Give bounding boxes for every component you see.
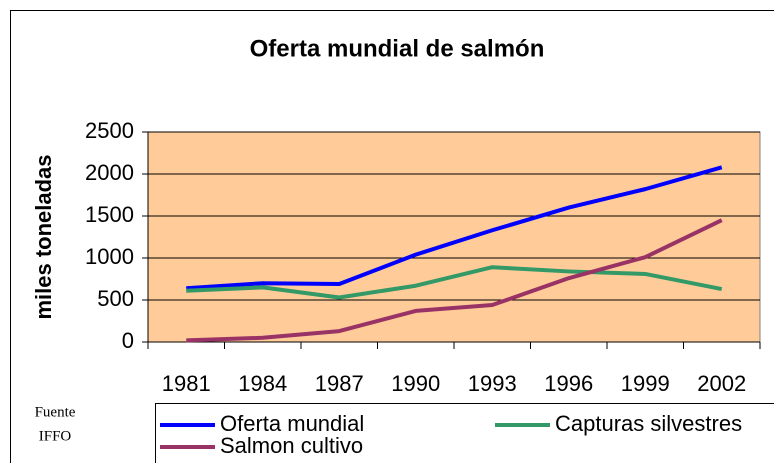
x-tick-label: 1999 — [621, 371, 670, 396]
plot-area — [147, 131, 761, 343]
y-axis-label: miles toneladas — [31, 154, 56, 319]
source-note: Fuente — [35, 404, 76, 420]
chart-title: Oferta mundial de salmón — [250, 35, 545, 62]
series-line — [186, 265, 723, 300]
x-tick-label: 1993 — [468, 371, 517, 396]
y-tick-label: 0 — [122, 328, 134, 353]
y-tick-label: 1000 — [85, 244, 134, 269]
x-tick-label: 2002 — [697, 371, 746, 396]
series-line — [186, 218, 723, 343]
x-tick-label: 1996 — [544, 371, 593, 396]
y-tick-label: 1500 — [85, 202, 134, 227]
y-tick-label: 2000 — [85, 160, 134, 185]
legend-box — [155, 403, 774, 463]
y-tick-label: 2500 — [85, 118, 134, 143]
source-note: IFFO — [39, 428, 72, 444]
legend-label: Capturas silvestres — [555, 411, 742, 436]
legend-label: Oferta mundial — [220, 411, 364, 436]
x-tick-label: 1990 — [391, 371, 440, 396]
legend-label: Salmon cultivo — [220, 433, 363, 458]
x-tick-label: 1984 — [238, 371, 287, 396]
x-tick-label: 1987 — [315, 371, 364, 396]
x-tick-label: 1981 — [162, 371, 211, 396]
series-line — [186, 165, 723, 291]
y-tick-label: 500 — [97, 286, 134, 311]
